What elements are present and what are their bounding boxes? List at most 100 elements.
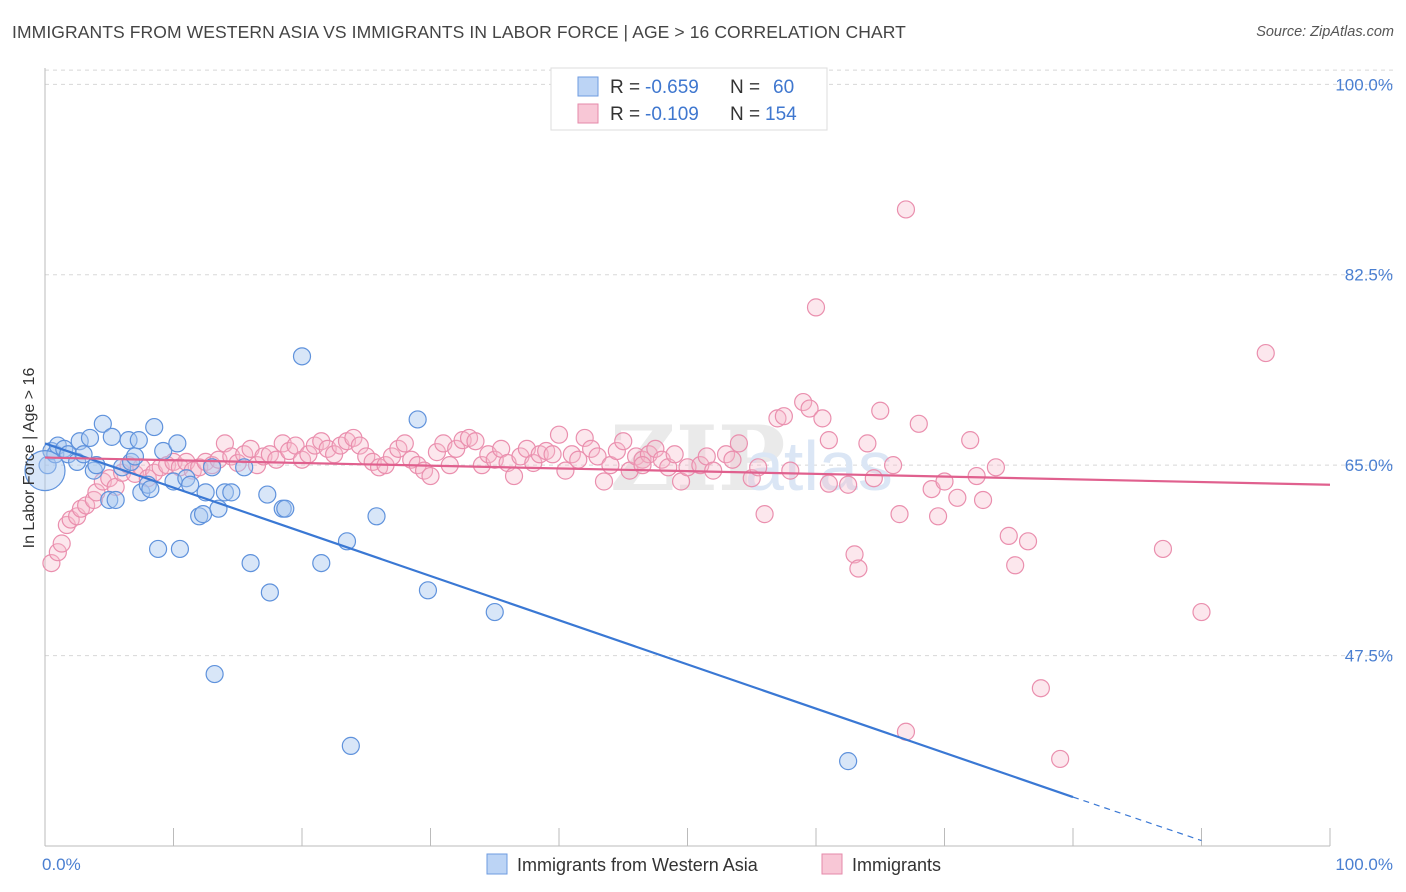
data-point-immigrants: [665, 445, 684, 464]
chart-source: Source: ZipAtlas.com: [1256, 24, 1394, 40]
y-tick-labels: 47.5% 65.0% 82.5% 100.0%: [1335, 75, 1393, 665]
correlation-legend: R = -0.659 N = 60 R = -0.109 N = 154: [550, 67, 828, 131]
legend-swatch-pink: [577, 103, 599, 124]
y-tick-label: 82.5%: [1345, 266, 1393, 285]
legend-r-value-1: -0.659: [645, 77, 699, 98]
data-point-immigrants: [1256, 343, 1275, 363]
data-point-western-asia: [129, 431, 148, 450]
data-point-immigrants: [849, 559, 868, 578]
data-point-western-asia: [205, 664, 224, 684]
data-point-immigrants: [1018, 532, 1038, 551]
data-point-immigrants: [986, 458, 1006, 477]
data-point-immigrants: [344, 428, 363, 448]
series-legend: Immigrants from Western Asia Immigrants: [486, 853, 941, 875]
legend-r-label-1: R =: [610, 77, 640, 98]
data-point-immigrants: [896, 200, 916, 219]
legend-r-value-2: -0.109: [645, 104, 699, 125]
data-point-immigrants: [52, 534, 71, 553]
data-point-western-asia: [102, 427, 121, 446]
data-point-immigrants: [421, 466, 440, 486]
data-point-western-asia: [312, 553, 331, 573]
y-axis-label: In Labor Force | Age > 16: [21, 368, 38, 549]
data-point-immigrants: [909, 414, 928, 433]
bottom-legend-label-2: Immigrants: [852, 855, 941, 875]
data-point-western-asia: [170, 539, 190, 559]
data-point-western-asia: [141, 479, 160, 499]
data-point-immigrants: [646, 439, 665, 458]
data-point-immigrants: [794, 392, 813, 412]
trend-line-western-asia-extension: [1072, 796, 1202, 842]
data-point-immigrants: [883, 456, 903, 475]
data-point-immigrants: [350, 436, 369, 455]
trend-line-immigrants: [44, 456, 1331, 486]
data-point-western-asia: [367, 507, 386, 526]
data-point-immigrants: [800, 399, 819, 418]
data-point-western-asia: [485, 602, 504, 622]
data-point-immigrants: [48, 543, 67, 562]
data-point-immigrants: [858, 434, 877, 453]
data-point-western-asia: [193, 505, 213, 524]
data-point-immigrants: [781, 461, 800, 480]
data-point-immigrants: [729, 434, 749, 453]
data-point-immigrants: [819, 431, 838, 450]
x-tick-label: 100.0%: [1335, 855, 1393, 874]
data-point-western-asia: [100, 490, 119, 510]
legend-n-label-1: N =: [730, 77, 760, 98]
data-point-immigrants: [819, 474, 838, 493]
y-tick-label: 65.0%: [1345, 456, 1393, 475]
data-point-immigrants: [466, 432, 485, 451]
trend-line-western-asia: [44, 442, 1074, 799]
bottom-legend-swatch-pink: [821, 853, 843, 875]
data-point-immigrants: [556, 461, 575, 480]
data-point-immigrants: [774, 407, 793, 426]
chart-title: IMMIGRANTS FROM WESTERN ASIA VS IMMIGRAN…: [12, 22, 906, 42]
data-point-immigrants: [312, 432, 331, 451]
series-western-asia: [24, 347, 858, 771]
data-point-western-asia: [125, 447, 145, 466]
data-point-immigrants: [723, 450, 742, 469]
y-tick-label: 100.0%: [1335, 75, 1393, 94]
data-point-immigrants: [1031, 679, 1050, 698]
data-point-western-asia: [276, 499, 295, 518]
data-point-western-asia: [408, 410, 427, 429]
data-point-western-asia: [80, 428, 100, 448]
trend-lines: [44, 442, 1331, 842]
data-point-immigrants: [607, 441, 626, 461]
data-point-immigrants: [948, 488, 967, 507]
data-point-immigrants: [890, 505, 909, 524]
data-point-immigrants: [928, 507, 948, 526]
x-tick-labels: 0.0% 100.0%: [42, 855, 1393, 874]
data-point-western-asia: [341, 736, 360, 755]
data-point-immigrants: [999, 526, 1018, 545]
watermark-atlas: atlas: [745, 427, 893, 505]
data-point-immigrants: [504, 466, 524, 486]
data-point-western-asia: [215, 483, 234, 502]
data-point-immigrants: [806, 298, 826, 317]
data-point-western-asia: [241, 553, 260, 573]
data-point-immigrants: [961, 431, 980, 450]
data-point-immigrants: [582, 439, 601, 458]
data-point-western-asia: [145, 417, 164, 437]
data-point-western-asia: [418, 581, 438, 600]
y-tick-label: 47.5%: [1345, 647, 1393, 666]
data-point-immigrants: [742, 469, 761, 488]
data-point-immigrants: [267, 450, 286, 469]
data-point-immigrants: [395, 434, 414, 453]
data-point-western-asia: [168, 434, 187, 453]
data-point-immigrants: [1006, 556, 1025, 575]
data-point-western-asia: [93, 414, 112, 433]
data-point-immigrants: [1153, 539, 1173, 559]
data-point-western-asia: [148, 539, 168, 559]
data-point-western-asia: [839, 752, 858, 771]
legend-r-label-2: R =: [610, 104, 640, 125]
data-point-western-asia: [292, 347, 312, 366]
data-point-immigrants: [755, 505, 774, 524]
data-point-immigrants: [543, 445, 562, 464]
data-point-immigrants: [1192, 602, 1211, 622]
legend-n-label-2: N =: [730, 104, 760, 125]
legend-n-value-2: 154: [765, 104, 797, 125]
data-point-western-asia: [235, 458, 254, 477]
data-point-western-asia: [202, 458, 222, 477]
data-point-immigrants: [594, 472, 614, 491]
